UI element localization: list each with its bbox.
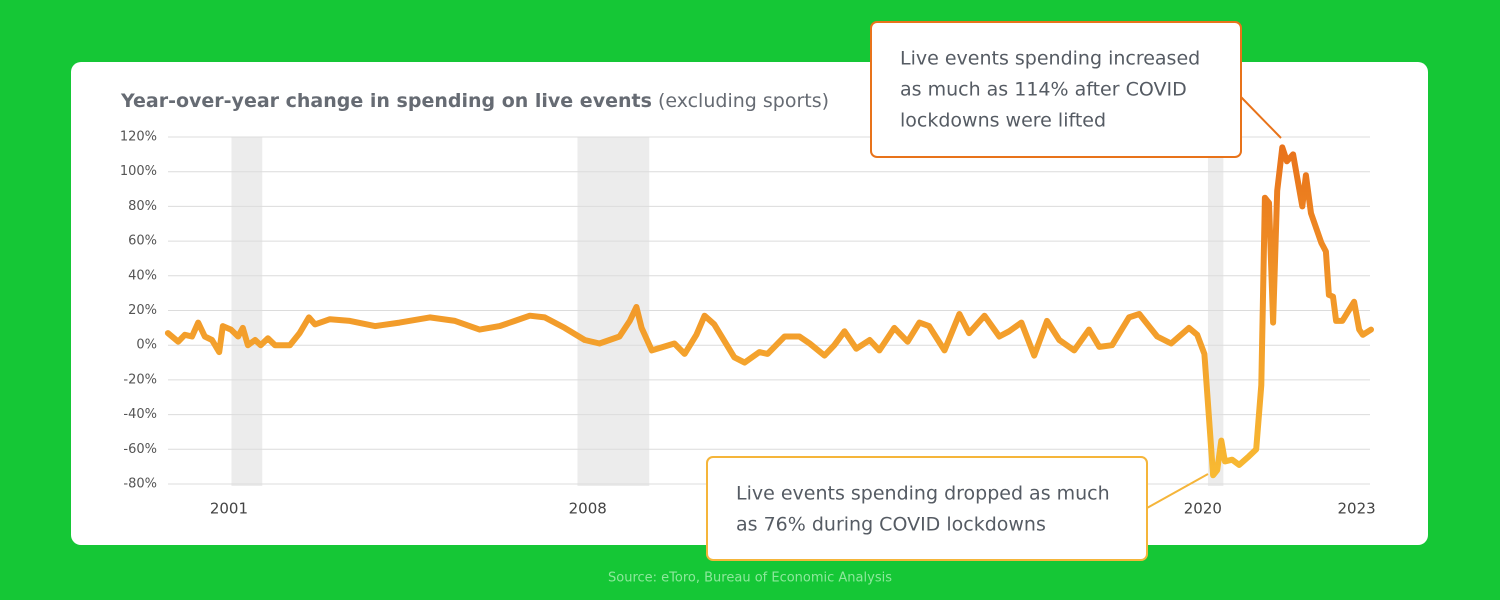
title-note: (excluding sports)	[658, 90, 829, 112]
line-series	[164, 144, 1374, 479]
annotation-box	[706, 456, 1148, 561]
y-tick-label: -40%	[123, 407, 157, 422]
y-tick-label: 20%	[128, 303, 157, 318]
y-tick-label: 60%	[128, 234, 157, 249]
title-main: Year-over-year change in spending on liv…	[120, 90, 652, 112]
annotation-text: lockdowns were lifted	[900, 110, 1106, 132]
annotation-text: Live events spending increased	[900, 48, 1200, 70]
annotation-box	[870, 21, 1242, 158]
annotation: Live events spending dropped as much as 7…	[706, 456, 1209, 561]
source: Source: eToro, Bureau of Economic Analys…	[608, 571, 892, 586]
annotation-text: as much as 114% after COVID	[900, 79, 1187, 101]
x-tick-label: 2020	[1184, 500, 1222, 518]
y-tick-label: -20%	[123, 372, 157, 387]
annotation-text: Live events spending dropped as much	[736, 483, 1110, 505]
y-tick-label: -60%	[123, 442, 157, 457]
annotation-leader	[1146, 473, 1209, 509]
plot: -80% -60% -40% -20% 0% 20% 40% 60% 80% 100% 120% 20…	[120, 130, 1376, 518]
annotation: Live events spending increased as much as…	[870, 21, 1282, 158]
y-tick-label: 120%	[120, 130, 157, 145]
x-tick-label: 2001	[210, 500, 248, 518]
annotation-leader	[1240, 96, 1282, 139]
annotation-text: as 76% during COVID lockdowns	[736, 514, 1046, 536]
chart-title: Year-over-year change in spending on liv…	[120, 90, 829, 112]
y-tick-label: -80%	[123, 477, 157, 492]
x-tick-label: 2023	[1338, 500, 1376, 518]
recession-band	[231, 137, 263, 486]
y-tick-label: 0%	[136, 338, 157, 353]
x-tick-label: 2008	[569, 500, 607, 518]
y-tick-label: 40%	[128, 268, 157, 283]
y-tick-label: 80%	[128, 199, 157, 214]
y-tick-label: 100%	[120, 164, 157, 179]
recession-band	[1207, 137, 1224, 486]
card	[71, 62, 1428, 545]
